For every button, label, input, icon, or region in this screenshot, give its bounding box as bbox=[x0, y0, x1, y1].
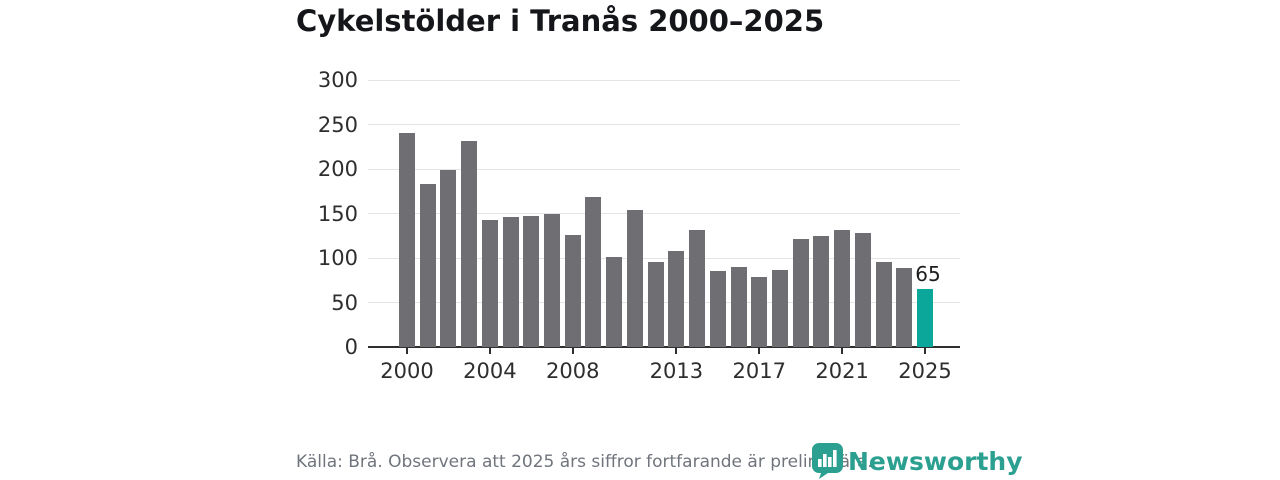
x-axis-tick bbox=[571, 348, 574, 354]
bar-2012 bbox=[647, 262, 664, 347]
chart-title: Cykelstölder i Tranås 2000–2025 bbox=[296, 4, 825, 38]
x-axis-tick bbox=[924, 348, 926, 354]
bar-2001 bbox=[419, 184, 436, 347]
gridline-y-250 bbox=[368, 124, 960, 125]
x-axis-tick bbox=[841, 348, 844, 354]
plot-area bbox=[368, 79, 960, 347]
gridline-y-100 bbox=[368, 257, 960, 259]
y-axis-tick-label: 200 bbox=[317, 157, 358, 181]
y-axis-tick-label: 0 bbox=[344, 335, 358, 359]
source-note: Källa: Brå. Observera att 2025 års siffr… bbox=[296, 452, 873, 472]
bar-2000 bbox=[399, 133, 415, 347]
x-axis-tick-label: 2017 bbox=[732, 359, 786, 383]
bar-2002 bbox=[440, 169, 457, 347]
x-axis-tick-label: 2025 bbox=[898, 359, 952, 383]
bar-2007 bbox=[544, 214, 561, 347]
newsworthy-logo: Newsworthy bbox=[812, 443, 1023, 479]
bar-2015 bbox=[709, 271, 726, 347]
bar-2017 bbox=[751, 276, 768, 347]
bar-2020 bbox=[813, 235, 830, 347]
x-axis-tick-label: 2008 bbox=[546, 359, 600, 383]
y-axis-tick-label: 250 bbox=[317, 112, 358, 137]
x-axis-tick-label: 2004 bbox=[463, 359, 517, 383]
newsworthy-logo-text: Newsworthy bbox=[848, 446, 1023, 476]
bar-2025 bbox=[917, 289, 933, 347]
y-axis-tick-label: 150 bbox=[317, 201, 358, 226]
x-axis-tick bbox=[675, 348, 678, 354]
bar-2004 bbox=[481, 219, 498, 347]
x-axis-tick-label: 2013 bbox=[649, 359, 704, 383]
bar-2011 bbox=[626, 209, 643, 347]
x-axis-tick bbox=[758, 348, 761, 354]
y-axis-tick-label: 300 bbox=[317, 68, 358, 92]
bar-2013 bbox=[668, 250, 685, 347]
bar-2018 bbox=[771, 270, 788, 347]
bar-2021 bbox=[834, 229, 851, 347]
bar-2023 bbox=[875, 262, 892, 347]
x-axis-tick-label: 2021 bbox=[815, 359, 869, 383]
newsworthy-badge-bar-chart-icon bbox=[812, 443, 843, 479]
bar-2019 bbox=[792, 239, 809, 347]
bar-2014 bbox=[689, 230, 706, 347]
bar-2008 bbox=[564, 234, 581, 347]
bar-2003 bbox=[461, 141, 478, 347]
x-axis-tick bbox=[488, 348, 491, 354]
x-axis-tick bbox=[406, 348, 408, 354]
bar-2016 bbox=[730, 266, 747, 347]
gridline-y-300 bbox=[368, 79, 960, 81]
x-axis-line bbox=[368, 346, 960, 348]
bar-value-label: 65 bbox=[915, 262, 941, 287]
bar-2010 bbox=[606, 257, 623, 347]
gridline-y-200 bbox=[368, 168, 960, 170]
gridline-y-150 bbox=[368, 213, 960, 214]
bar-2006 bbox=[523, 216, 540, 347]
bar-2005 bbox=[502, 217, 519, 347]
y-axis-tick-label: 100 bbox=[317, 246, 358, 270]
bar-2022 bbox=[854, 233, 871, 347]
x-axis-tick-label: 2000 bbox=[380, 359, 434, 383]
bar-2024 bbox=[896, 267, 913, 347]
gridline-y-50 bbox=[368, 302, 960, 303]
y-axis-tick-label: 50 bbox=[331, 290, 358, 315]
bar-2009 bbox=[585, 196, 602, 347]
